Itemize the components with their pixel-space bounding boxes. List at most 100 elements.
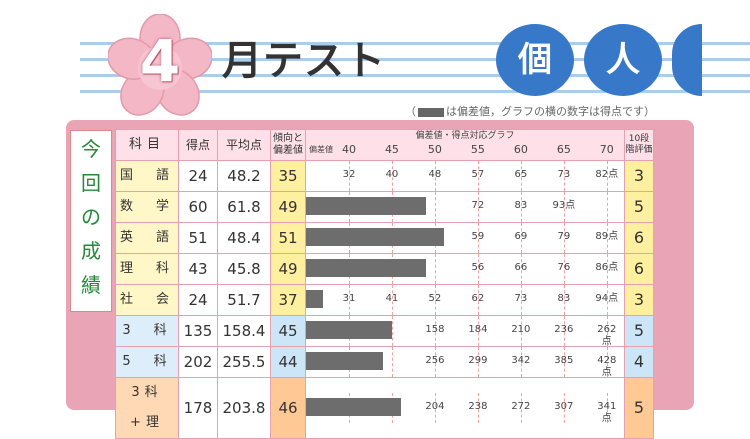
grid-line bbox=[477, 316, 479, 346]
grid-line bbox=[477, 347, 479, 377]
graph-tick-label: 55 bbox=[470, 143, 485, 156]
table-row: 3科+理 178 203.8 46 204 238 272 307 341点 5 bbox=[115, 377, 654, 439]
evaluation-cell: 4 bbox=[624, 346, 654, 378]
grid-line bbox=[520, 192, 522, 222]
score-label: 48 bbox=[428, 169, 442, 180]
graph-cell: 56 66 76 86点 bbox=[305, 253, 625, 285]
table-row: 理 科 43 45.8 49 56 66 76 86点 6 bbox=[115, 253, 654, 285]
deviation-cell: 49 bbox=[270, 253, 306, 285]
score-label: 83 bbox=[557, 293, 571, 304]
table-row: 5 科 202 255.5 44 256 299 342 385 428点 4 bbox=[115, 346, 654, 378]
deviation-bar bbox=[306, 290, 324, 308]
grid-line bbox=[477, 285, 479, 315]
score-label: 66 bbox=[514, 262, 528, 273]
score-cell: 60 bbox=[178, 191, 218, 223]
grid-line bbox=[391, 347, 393, 377]
grid-line bbox=[434, 161, 436, 191]
grid-line bbox=[606, 393, 608, 423]
header-subject: 科目 bbox=[115, 129, 179, 161]
deviation-cell: 44 bbox=[270, 346, 306, 378]
score-label: 76 bbox=[557, 262, 571, 273]
grid-line bbox=[348, 285, 350, 315]
deviation-bar bbox=[306, 398, 401, 416]
badge-jin: 人 bbox=[584, 24, 662, 96]
score-label: 385 bbox=[554, 355, 574, 366]
graph-cell: 32 40 48 57 65 73 82点 bbox=[305, 160, 625, 192]
score-label: 307 bbox=[554, 401, 574, 412]
score-label: 184 bbox=[468, 324, 488, 335]
score-label: 94点 bbox=[595, 293, 619, 304]
subject-cell: 理 科 bbox=[115, 253, 179, 285]
graph-cell: 72 83 93点 bbox=[305, 191, 625, 223]
grid-line bbox=[563, 316, 565, 346]
table-row: 社 会 24 51.7 37 31 41 52 62 73 83 94点 3 bbox=[115, 284, 654, 316]
bar-legend-swatch bbox=[418, 107, 444, 117]
average-cell: 158.4 bbox=[217, 315, 271, 347]
graph-cell: 158 184 210 236 262点 bbox=[305, 315, 625, 347]
score-cell: 24 bbox=[178, 284, 218, 316]
graph-cell: 59 69 79 89点 bbox=[305, 222, 625, 254]
deviation-bar bbox=[306, 352, 384, 370]
grid-line bbox=[477, 393, 479, 423]
deviation-cell: 49 bbox=[270, 191, 306, 223]
page-title: 月テスト bbox=[222, 38, 386, 84]
grid-line bbox=[563, 393, 565, 423]
deviation-bar bbox=[306, 259, 427, 277]
score-label: 158 bbox=[425, 324, 445, 335]
subject-cell: 数 学 bbox=[115, 191, 179, 223]
grid-line bbox=[606, 161, 608, 191]
grid-line bbox=[606, 285, 608, 315]
score-label: 299 bbox=[468, 355, 488, 366]
grid-line bbox=[563, 285, 565, 315]
header-stripes bbox=[80, 42, 750, 94]
score-label: 73 bbox=[514, 293, 528, 304]
score-label: 73 bbox=[557, 169, 571, 180]
side-char: の bbox=[81, 205, 101, 229]
grid-line bbox=[563, 161, 565, 191]
evaluation-cell: 6 bbox=[624, 222, 654, 254]
deviation-cell: 51 bbox=[270, 222, 306, 254]
deviation-cell: 35 bbox=[270, 160, 306, 192]
header-deviation: 傾向と偏差値 bbox=[270, 129, 306, 161]
grid-line bbox=[606, 316, 608, 346]
grid-line bbox=[563, 347, 565, 377]
score-label: 31 bbox=[342, 293, 356, 304]
score-label: 79 bbox=[557, 231, 571, 242]
evaluation-cell: 5 bbox=[624, 377, 654, 439]
grid-line bbox=[520, 254, 522, 284]
subject-cell: 5 科 bbox=[115, 346, 179, 378]
header-evaluation: 10段階評価 bbox=[624, 129, 654, 161]
sakura-icon bbox=[108, 14, 212, 116]
grid-line bbox=[520, 285, 522, 315]
grid-line bbox=[606, 223, 608, 253]
evaluation-cell: 5 bbox=[624, 191, 654, 223]
graph-tick-label: 65 bbox=[556, 143, 571, 156]
grid-line bbox=[477, 223, 479, 253]
score-label: 65 bbox=[514, 169, 528, 180]
graph-title: 偏差値・得点対応グラフ bbox=[415, 131, 515, 141]
side-char: 成 bbox=[81, 239, 101, 263]
score-label: 40 bbox=[385, 169, 399, 180]
score-label: 210 bbox=[511, 324, 531, 335]
score-label: 83 bbox=[514, 200, 528, 211]
header-average: 平均点 bbox=[217, 129, 271, 161]
score-cell: 24 bbox=[178, 160, 218, 192]
score-cell: 135 bbox=[178, 315, 218, 347]
score-label: 52 bbox=[428, 293, 442, 304]
side-label: 今 回 の 成 績 bbox=[70, 130, 112, 312]
score-cell: 202 bbox=[178, 346, 218, 378]
grid-line bbox=[520, 223, 522, 253]
score-label: 69 bbox=[514, 231, 528, 242]
graph-cell: 204 238 272 307 341点 bbox=[305, 377, 625, 439]
score-label: 89点 bbox=[595, 231, 619, 242]
grid-line bbox=[563, 192, 565, 222]
grid-line bbox=[434, 285, 436, 315]
grid-line bbox=[520, 161, 522, 191]
grid-line bbox=[477, 254, 479, 284]
graph-tick-label: 60 bbox=[513, 143, 528, 156]
score-cell: 43 bbox=[178, 253, 218, 285]
average-cell: 61.8 bbox=[217, 191, 271, 223]
score-label: 341点 bbox=[597, 401, 617, 424]
score-label: 41 bbox=[385, 293, 399, 304]
deviation-bar bbox=[306, 321, 392, 339]
